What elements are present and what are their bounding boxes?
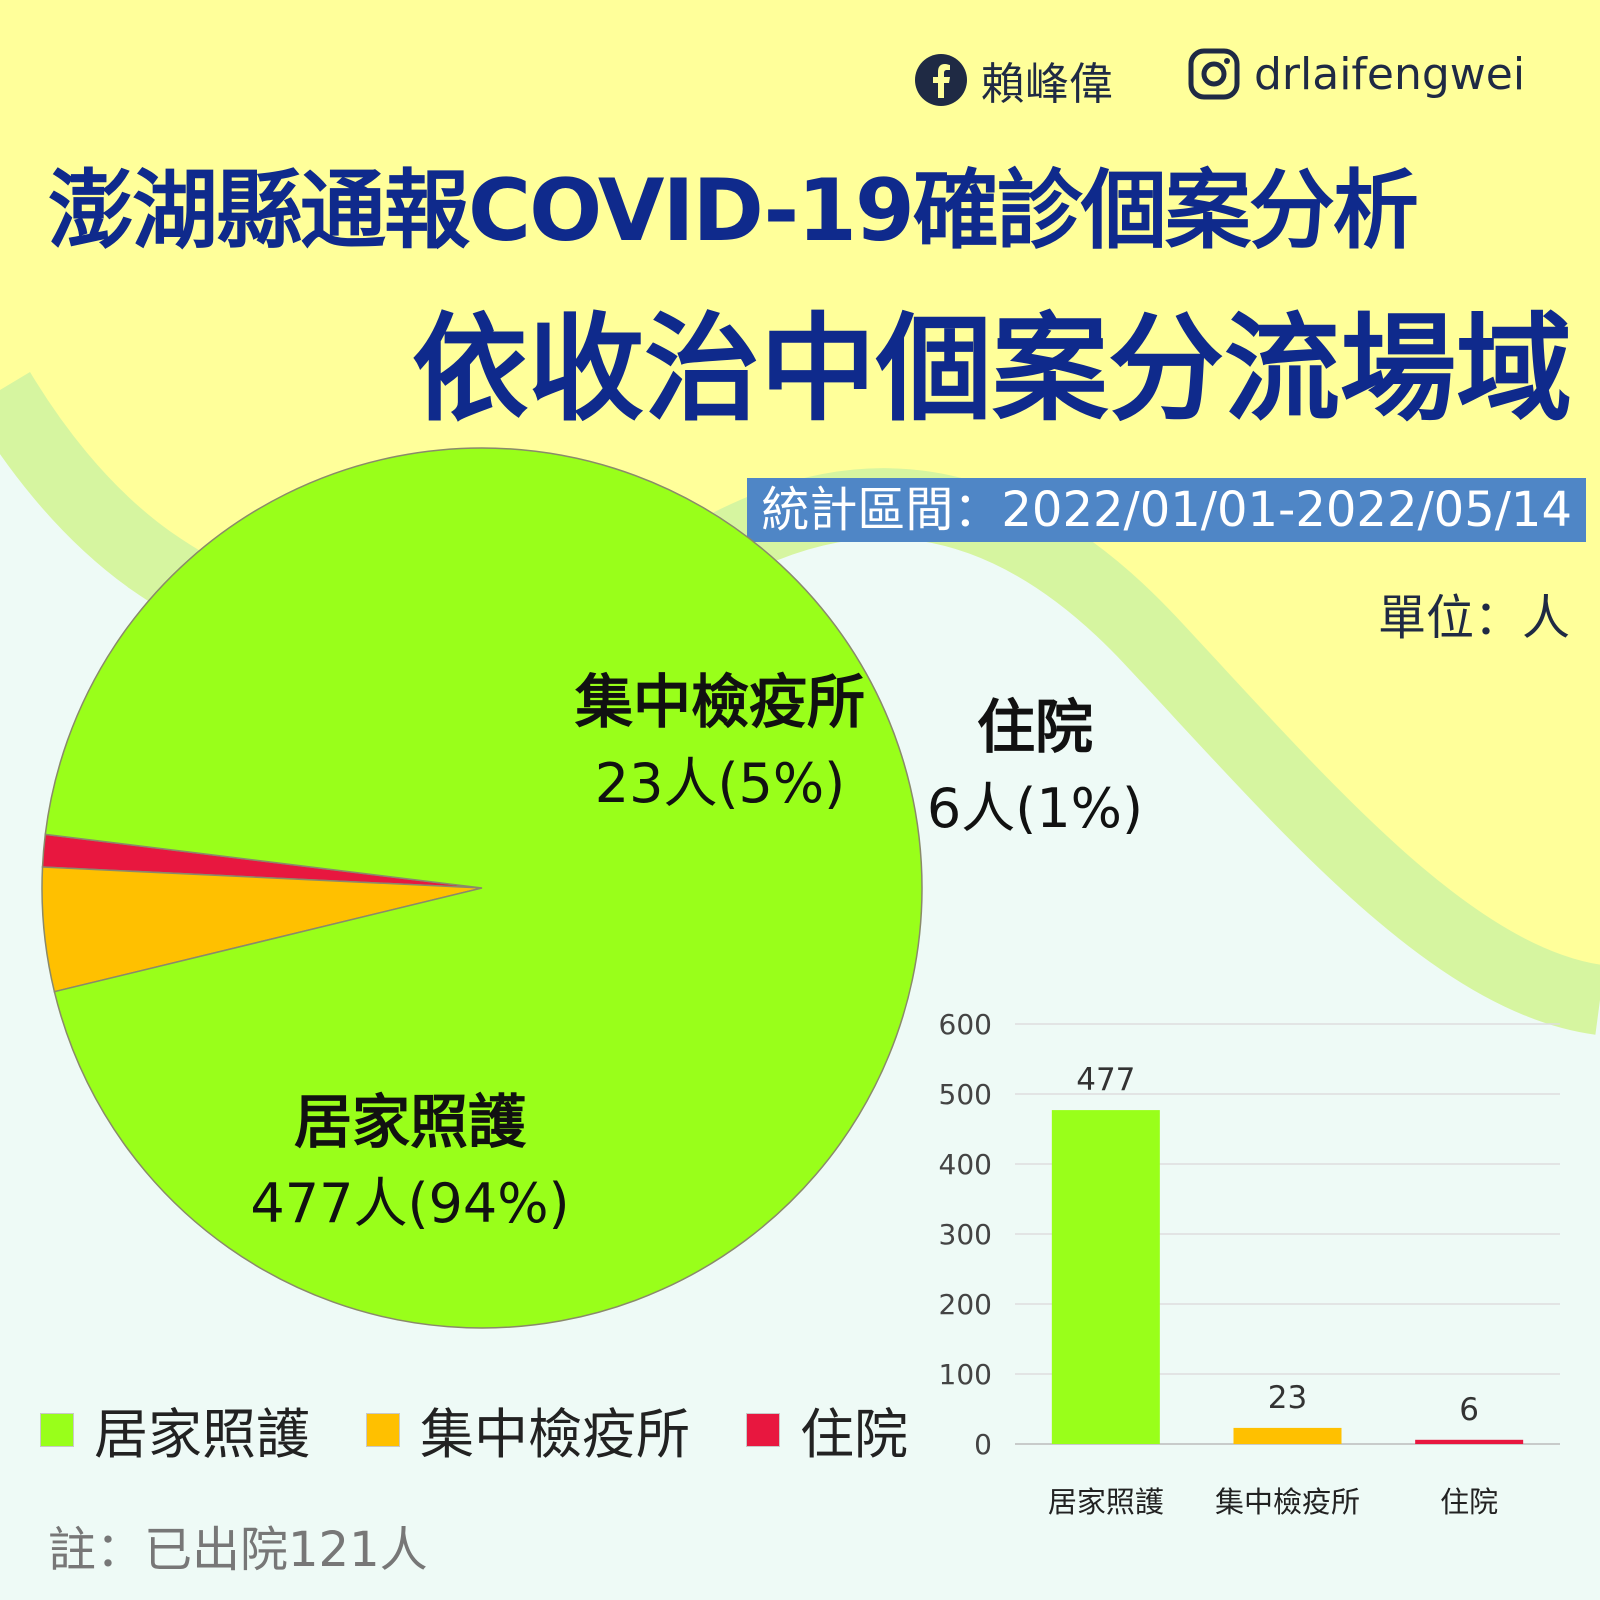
x-tick-label: 居家照護 (1048, 1485, 1164, 1519)
pie-label-hospital: 住院 6人(1%) (925, 680, 1145, 843)
unit-label: 單位：人 (1377, 590, 1570, 646)
pie-label-value: 23人(5%) (594, 752, 846, 815)
legend-swatch (746, 1412, 780, 1447)
legend-label: 集中檢疫所 (420, 1403, 690, 1466)
bar-quarantine (1233, 1427, 1342, 1444)
instagram-account: drlaifengwei (1188, 48, 1525, 100)
pie-label-name: 集中檢疫所 (575, 668, 866, 736)
page-subtitle: 依收治中個案分流場域 (412, 302, 1572, 437)
instagram-icon (1188, 48, 1240, 100)
x-tick-label: 集中檢疫所 (1215, 1485, 1360, 1519)
footnote: 註：已出院121人 (48, 1522, 428, 1578)
facebook-name: 賴峰偉 (981, 59, 1113, 110)
legend-swatch (366, 1412, 400, 1447)
pie-label-name: 住院 (976, 693, 1093, 761)
page-title: 澎湖縣通報COVID-19確診個案分析 (48, 161, 1419, 261)
pie-label-value: 477人(94%) (250, 1172, 570, 1235)
pie-label-name: 居家照護 (293, 1088, 526, 1156)
y-tick-label: 200 (939, 1288, 992, 1321)
bar-value-label: 6 (1459, 1392, 1479, 1428)
pie-label-quarantine: 集中檢疫所 23人(5%) (575, 655, 865, 818)
y-tick-label: 500 (939, 1078, 992, 1111)
bar-value-label: 23 (1268, 1380, 1307, 1416)
legend-item-quarantine: 集中檢疫所 (366, 1390, 690, 1469)
x-tick-label: 住院 (1440, 1485, 1498, 1519)
y-tick-label: 400 (939, 1148, 992, 1181)
y-tick-label: 600 (939, 1008, 992, 1041)
pie-label-value: 6人(1%) (926, 777, 1144, 840)
pie-label-home-care: 居家照護 477人(94%) (250, 1075, 570, 1238)
facebook-account: 賴峰偉 (915, 48, 1113, 112)
bar-home-care (1051, 1110, 1160, 1444)
bar-chart: 0 100 200 300 400 500 600 477 居家照護 23 集中檢疫所 6 住院 (939, 1008, 1560, 1519)
pie-legend: 居家照護 集中檢疫所 住院 (40, 1390, 964, 1469)
legend-swatch (40, 1412, 74, 1447)
y-tick-label: 0 (974, 1428, 992, 1461)
y-tick-label: 100 (939, 1358, 992, 1391)
legend-label: 居家照護 (94, 1403, 310, 1466)
period-badge: 統計區間：2022/01/01-2022/05/14 (747, 478, 1586, 542)
bar-hospital (1415, 1439, 1524, 1444)
pie-slice-home-care (44, 447, 923, 1329)
legend-item-home-care: 居家照護 (40, 1390, 310, 1469)
legend-item-hospital: 住院 (746, 1390, 908, 1469)
instagram-handle: drlaifengwei (1254, 48, 1526, 100)
y-tick-label: 300 (939, 1218, 992, 1251)
facebook-icon (915, 54, 967, 106)
bar-value-label: 477 (1076, 1062, 1135, 1098)
legend-label: 住院 (800, 1403, 908, 1466)
